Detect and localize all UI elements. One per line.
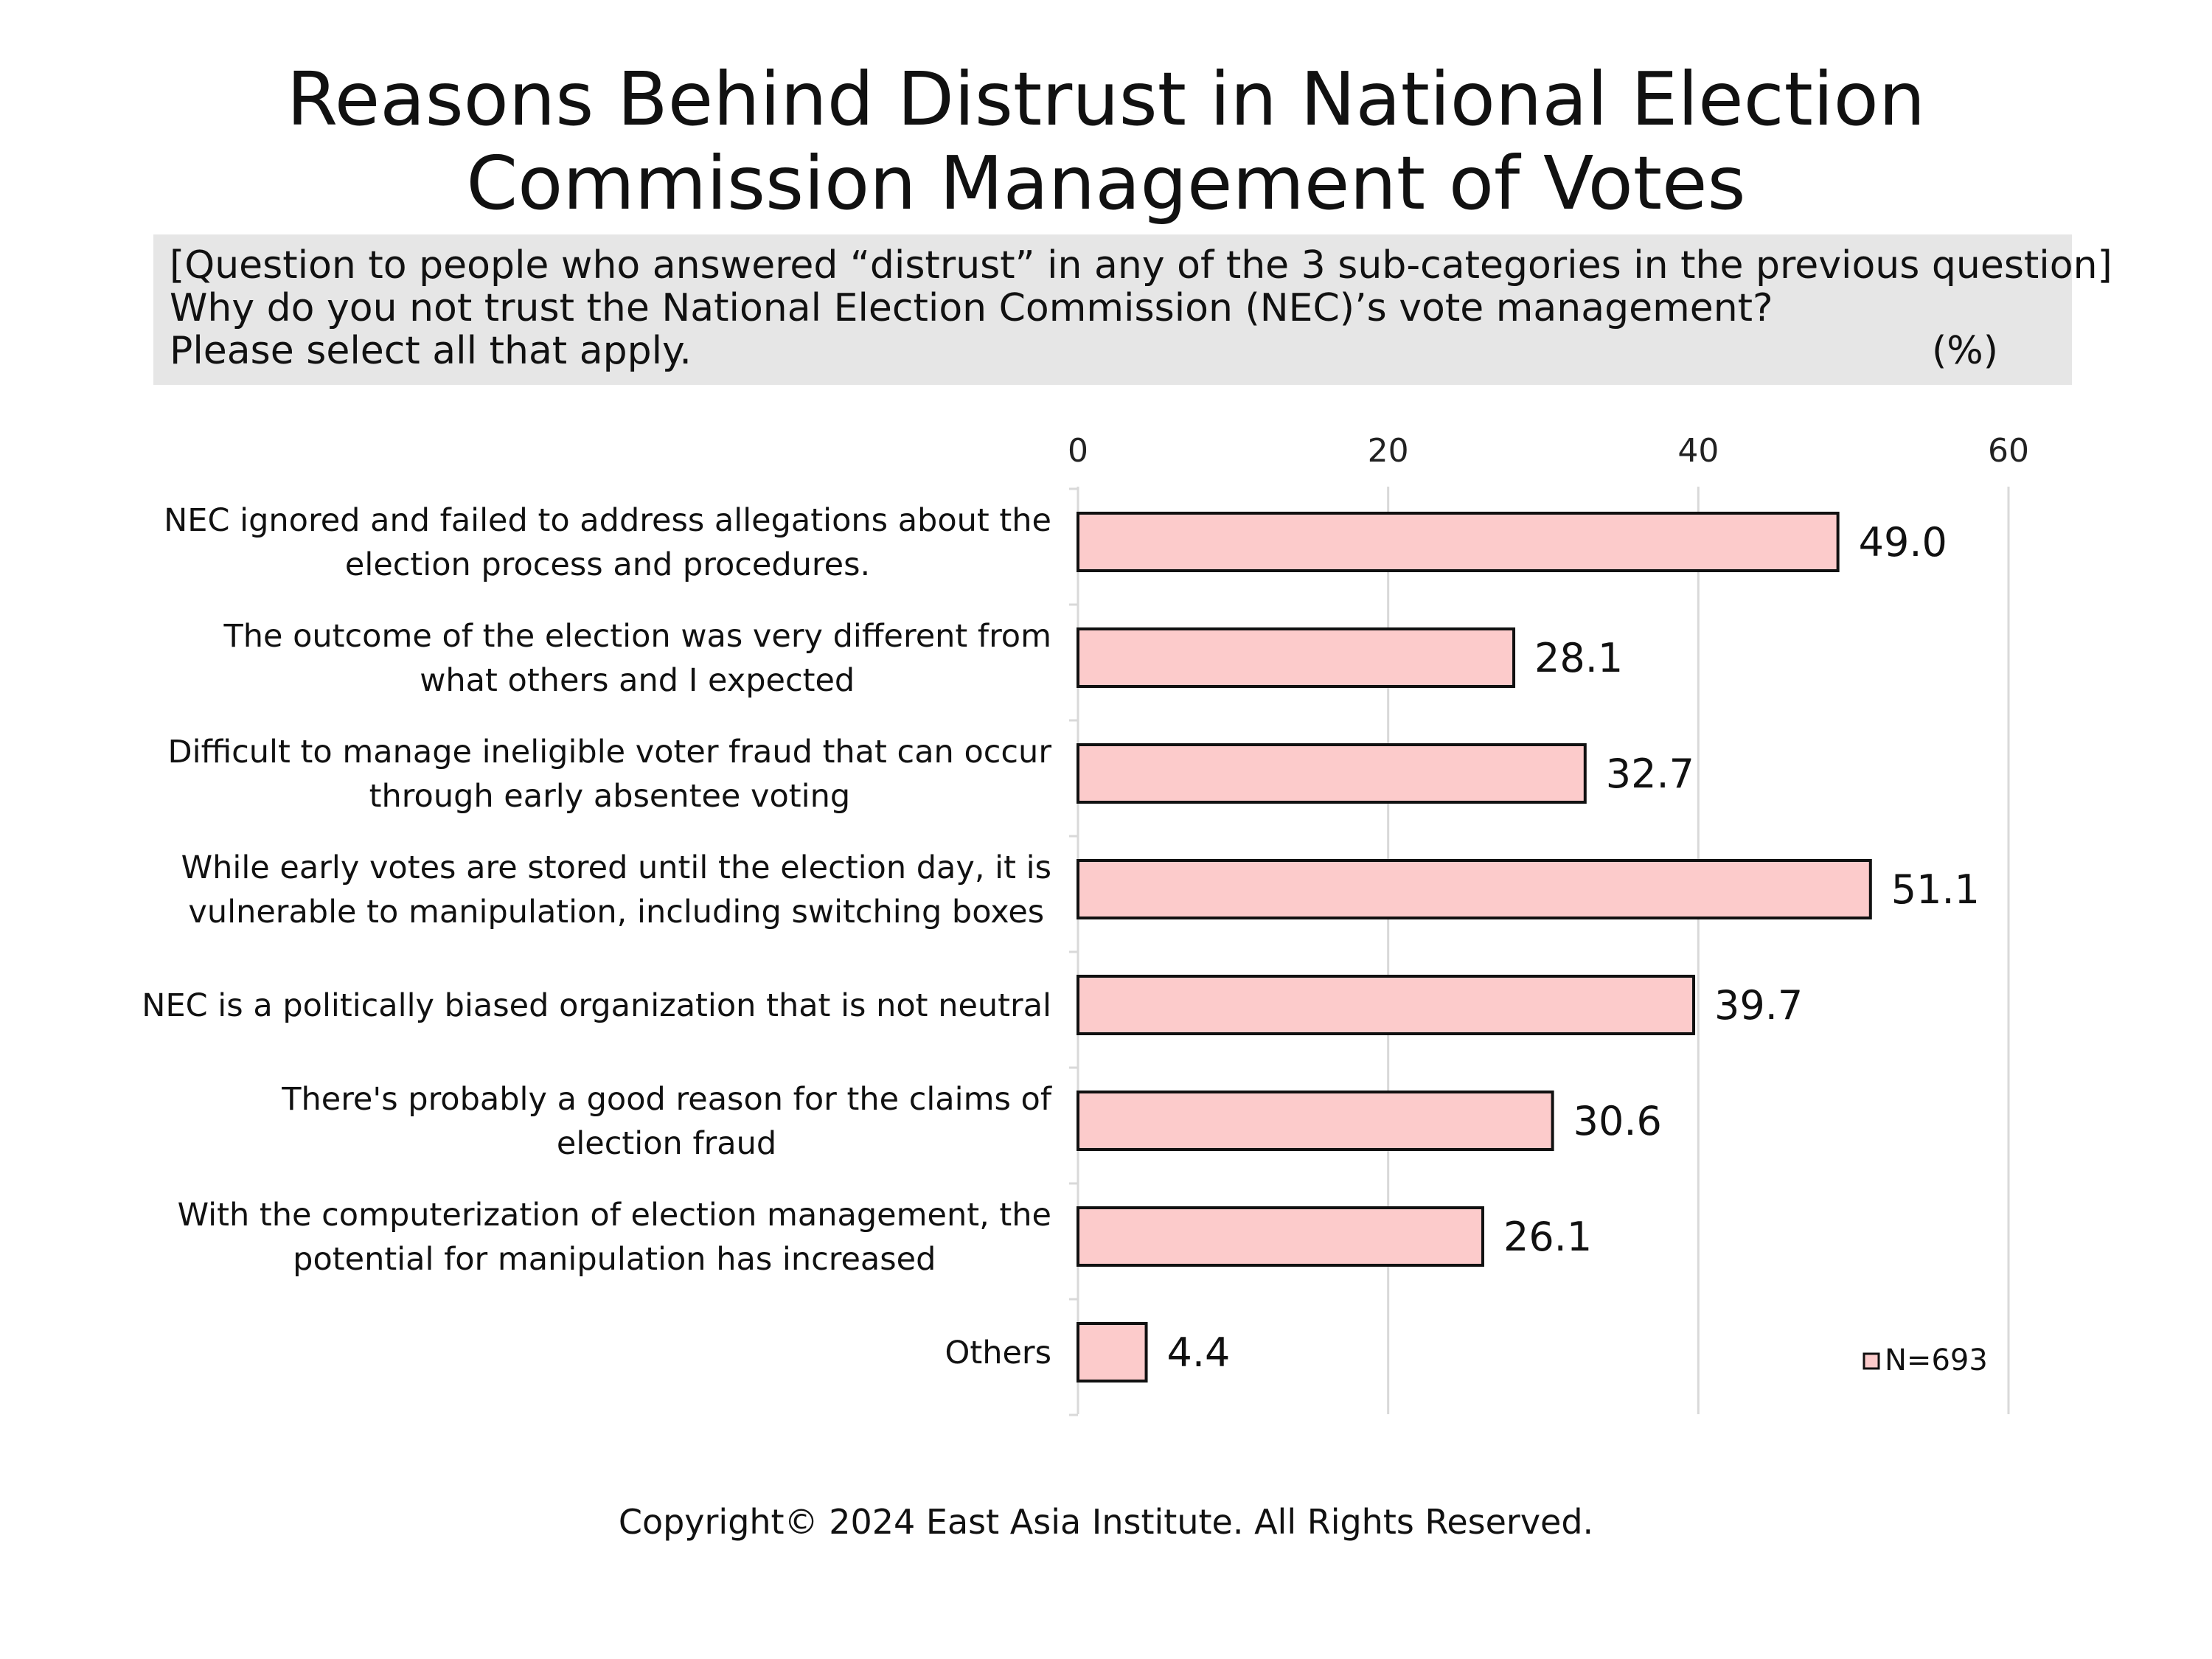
chart-title-line-2: Commission Management of Votes [466, 140, 1746, 226]
unit-label: (%) [1932, 329, 1998, 373]
x-tick-label: 0 [1068, 432, 1088, 470]
bar-value-label: 28.1 [1534, 635, 1623, 681]
bar-value-label: 32.7 [1606, 751, 1694, 797]
legend-swatch [1863, 1352, 1880, 1370]
category-label: potential for manipulation has increased [293, 1241, 936, 1278]
category-label: vulnerable to manipulation, including sw… [188, 894, 1044, 931]
bar [1077, 975, 1696, 1035]
category-label: While early votes are stored until the e… [181, 849, 1051, 886]
question-line-1: [Question to people who answered “distru… [170, 243, 2112, 288]
category-label: Others [945, 1335, 1052, 1371]
question-box: [Question to people who answered “distru… [153, 234, 2112, 385]
bar [1077, 743, 1587, 804]
question-line-3: Please select all that apply. [170, 329, 692, 373]
chart-title-line-1: Reasons Behind Distrust in National Elec… [286, 56, 1926, 142]
bar [1077, 1206, 1484, 1267]
bar [1077, 627, 1516, 688]
bar-value-label: 30.6 [1573, 1098, 1662, 1144]
x-tick-label: 20 [1368, 432, 1409, 470]
legend-label: N=693 [1885, 1343, 1988, 1377]
question-line-2: Why do you not trust the National Electi… [170, 286, 1773, 330]
chart-title: Reasons Behind Distrust in National Elec… [0, 58, 2212, 226]
bar-value-label: 51.1 [1891, 866, 1980, 913]
category-label: The outcome of the election was very dif… [223, 618, 1051, 655]
bar-value-label: 39.7 [1714, 982, 1803, 1029]
bar-value-label: 4.4 [1167, 1329, 1231, 1376]
x-tick-label: 40 [1677, 432, 1719, 470]
bar [1077, 1091, 1554, 1151]
bar [1077, 1322, 1148, 1382]
category-label: There's probably a good reason for the c… [281, 1081, 1052, 1118]
category-label: election process and procedures. [345, 546, 870, 583]
category-label: NEC is a politically biased organization… [142, 987, 1051, 1024]
category-label: Difficult to manage ineligible voter fra… [168, 734, 1052, 771]
category-label: With the computerization of election man… [178, 1197, 1051, 1234]
copyright-footer: Copyright© 2024 East Asia Institute. All… [618, 1502, 1594, 1542]
bar-value-label: 26.1 [1503, 1214, 1592, 1260]
category-label: NEC ignored and failed to address allega… [164, 502, 1051, 539]
bar [1077, 512, 1840, 572]
category-label: through early absentee voting [369, 778, 850, 815]
bar [1077, 859, 1872, 919]
bar-value-label: 49.0 [1859, 519, 1947, 566]
x-tick-label: 60 [1988, 432, 2029, 470]
category-label: what others and I expected [420, 662, 855, 699]
category-label: election fraud [557, 1125, 776, 1162]
